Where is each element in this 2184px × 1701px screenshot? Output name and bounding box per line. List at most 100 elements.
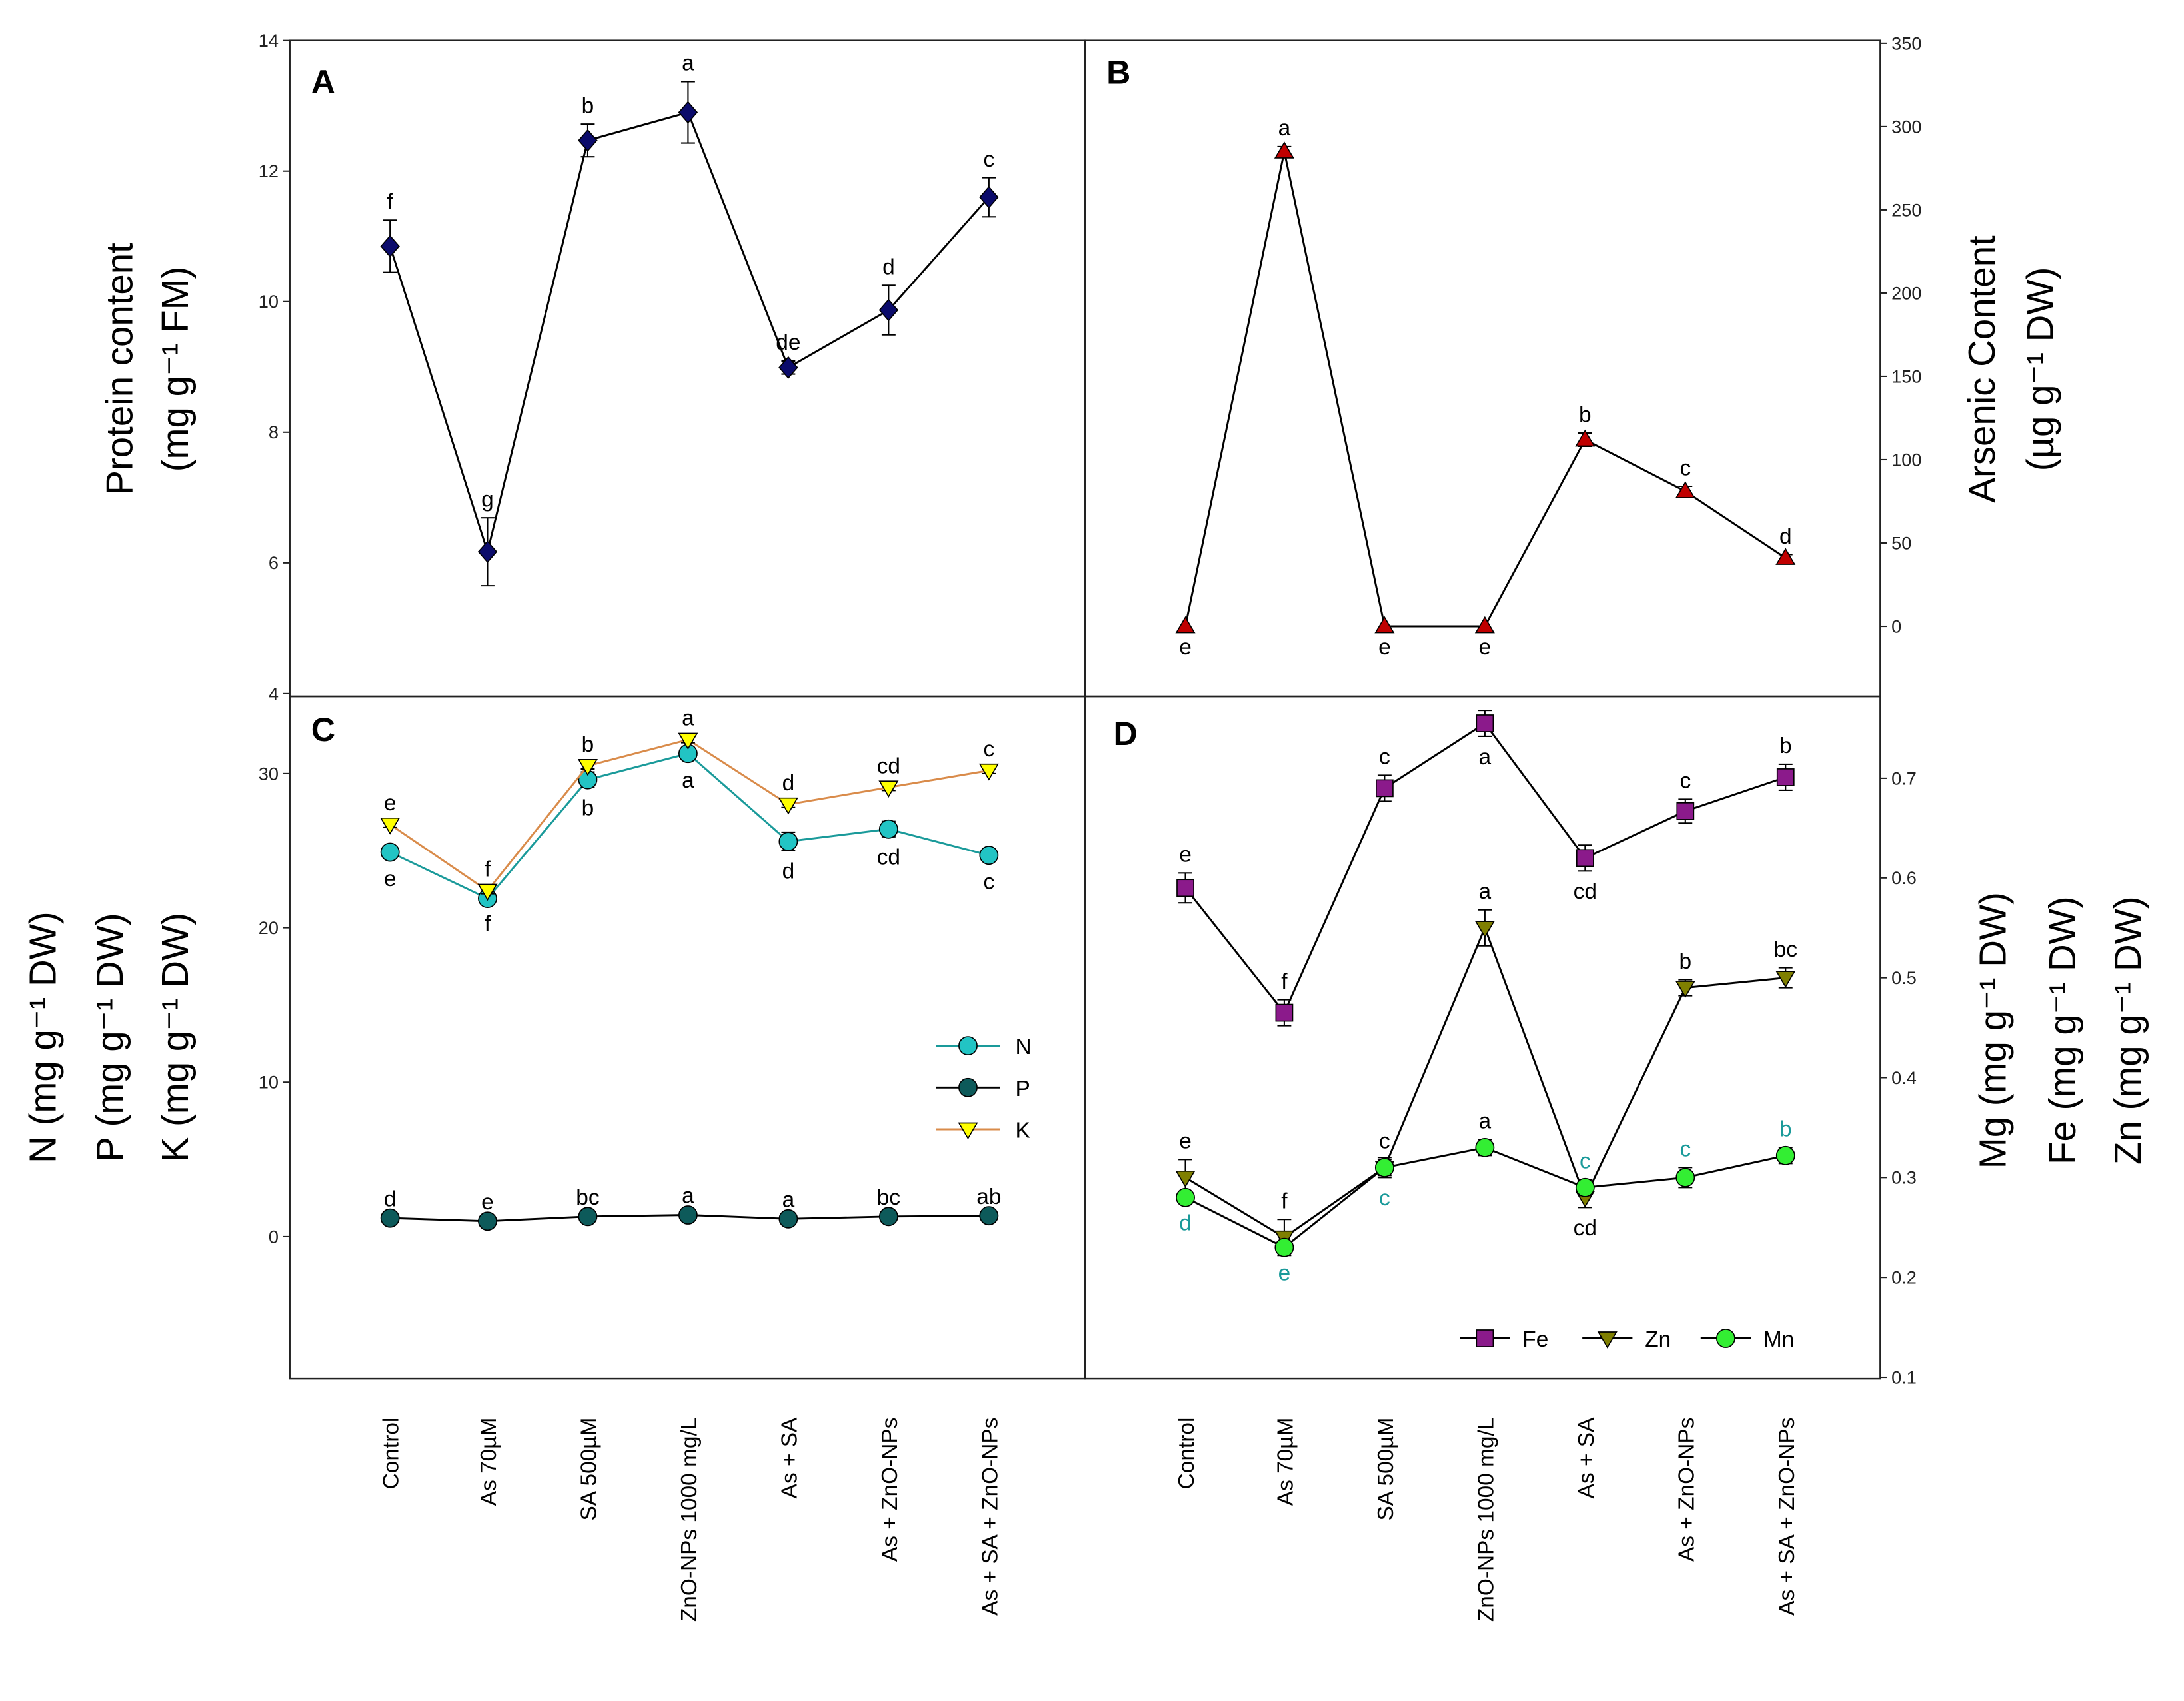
x-tick-label: As + SA bbox=[777, 1417, 802, 1498]
y-tick-label: 0 bbox=[1891, 616, 1901, 636]
legend-label: Zn bbox=[1645, 1327, 1671, 1352]
significance-letter: e bbox=[384, 791, 397, 816]
data-point-mn bbox=[1775, 1145, 1795, 1165]
significance-letter: d bbox=[1779, 524, 1792, 549]
data-point-n bbox=[778, 832, 798, 851]
significance-letter: e bbox=[1179, 1129, 1192, 1154]
series-mn: d e c a c c b bbox=[1176, 1109, 1795, 1286]
data-point-fe bbox=[1275, 1003, 1294, 1022]
y-tick-label: 350 bbox=[1891, 33, 1921, 53]
y-tick-label: 150 bbox=[1891, 366, 1921, 386]
significance-letter: b bbox=[1579, 402, 1592, 427]
significance-letter: b bbox=[582, 796, 594, 821]
significance-letter: cd bbox=[877, 846, 900, 870]
legend-label: Mn bbox=[1763, 1327, 1794, 1352]
legend-marker-p bbox=[958, 1077, 978, 1097]
data-point-protein bbox=[878, 298, 899, 322]
significance-letter: c bbox=[983, 737, 994, 762]
significance-letter: a bbox=[682, 51, 694, 76]
significance-letter: f bbox=[387, 190, 394, 215]
y-tick-label: 50 bbox=[1891, 532, 1911, 553]
y-axis-label: K (mg g⁻¹ DW) bbox=[154, 913, 196, 1162]
x-tick-label: SA 500µM bbox=[1374, 1418, 1398, 1521]
series-k: e f b a d cd c bbox=[380, 706, 999, 901]
data-point-fe bbox=[1176, 879, 1194, 897]
significance-letter: a bbox=[682, 768, 694, 793]
data-point-k bbox=[678, 732, 698, 750]
legend-label: K bbox=[1016, 1119, 1030, 1143]
data-point-as bbox=[1575, 429, 1596, 447]
y-tick-label: 0.5 bbox=[1891, 967, 1917, 988]
significance-letter: a bbox=[1278, 116, 1291, 141]
data-point-mn bbox=[1575, 1177, 1595, 1197]
data-point-zn bbox=[1474, 921, 1495, 938]
data-point-zn bbox=[1675, 981, 1695, 998]
y-tick-label: 10 bbox=[259, 291, 279, 312]
panel-b: 0 50 100 150 200 250 300 350 B Arsenic Content (µg… bbox=[1084, 33, 2061, 698]
significance-letter: d bbox=[882, 255, 895, 280]
y-axis-label: Mg (mg g⁻¹ DW) bbox=[1971, 892, 2013, 1169]
legend-item-n: N bbox=[936, 1035, 1032, 1059]
legend-item-mn: Mn bbox=[1700, 1327, 1794, 1352]
data-point-p bbox=[578, 1207, 598, 1227]
data-point-protein bbox=[778, 356, 798, 379]
data-point-mn bbox=[1475, 1137, 1495, 1157]
panel-d-frame bbox=[1084, 695, 1881, 1380]
y-axis-label: P (mg g⁻¹ DW) bbox=[89, 913, 131, 1161]
data-point-mn bbox=[1374, 1157, 1394, 1177]
data-point-as bbox=[1775, 548, 1796, 565]
data-point-zn bbox=[1775, 971, 1796, 988]
significance-letter: c bbox=[1379, 1129, 1390, 1154]
significance-letter: a bbox=[1479, 1109, 1492, 1134]
y-tick-label: 8 bbox=[269, 422, 279, 442]
significance-letter: d bbox=[782, 771, 795, 796]
data-point-zn bbox=[1175, 1170, 1196, 1188]
data-point-k bbox=[978, 763, 999, 781]
y-tick-label: 4 bbox=[269, 683, 279, 704]
data-point-protein bbox=[477, 540, 498, 564]
legend-item-p: P bbox=[936, 1077, 1030, 1101]
y-tick-label: 0.4 bbox=[1891, 1067, 1917, 1088]
significance-letter: bc bbox=[1774, 937, 1797, 962]
significance-letter: c bbox=[983, 147, 994, 172]
significance-letter: c bbox=[1379, 1186, 1390, 1211]
significance-letter: de bbox=[776, 330, 800, 355]
x-axis-labels-left: Control As 70µM SA 500µM ZnO-NPs 1000 mg/L A… bbox=[379, 1417, 1003, 1622]
x-tick-label: ZnO-NPs 1000 mg/L bbox=[1474, 1418, 1498, 1622]
significance-letter: f bbox=[485, 857, 491, 882]
data-point-p bbox=[878, 1207, 898, 1227]
panel-letter: D bbox=[1114, 715, 1138, 752]
x-tick-label: SA 500µM bbox=[576, 1418, 601, 1521]
y-tick-label: 300 bbox=[1891, 116, 1921, 137]
y-axis-label: (mg g⁻¹ FM) bbox=[154, 267, 196, 472]
panel-c: 0 10 20 30 C N (mg g⁻¹ DW) P (mg g⁻¹ DW) K (mg … bbox=[22, 695, 1086, 1380]
significance-letter: a bbox=[682, 1184, 694, 1209]
y-tick-label: 200 bbox=[1891, 283, 1921, 303]
y-tick-label: 20 bbox=[259, 917, 279, 938]
data-point-k bbox=[477, 883, 498, 901]
data-point-fe bbox=[1576, 849, 1594, 867]
y-axis-label: Arsenic Content bbox=[1961, 235, 2003, 503]
significance-letter: c bbox=[1679, 456, 1691, 480]
x-tick-label: As + ZnO-NPs bbox=[1674, 1418, 1699, 1562]
data-point-protein bbox=[678, 101, 698, 124]
significance-letter: c bbox=[983, 870, 994, 895]
significance-letter: e bbox=[1479, 635, 1492, 660]
significance-letter: f bbox=[1281, 1189, 1288, 1214]
data-point-as bbox=[1474, 616, 1495, 634]
legend-label: N bbox=[1016, 1035, 1032, 1059]
data-point-p bbox=[979, 1206, 999, 1226]
data-point-protein bbox=[380, 235, 400, 258]
legend-marker-fe bbox=[1476, 1329, 1494, 1347]
data-point-fe bbox=[1476, 714, 1494, 732]
legend-marker-k bbox=[958, 1122, 978, 1140]
y-tick-label: 250 bbox=[1891, 199, 1921, 220]
y-tick-label: 0 bbox=[269, 1226, 279, 1247]
significance-letter: ab bbox=[976, 1185, 1001, 1209]
y-tick-label: 0.2 bbox=[1891, 1267, 1917, 1288]
significance-letter: cd bbox=[1574, 1216, 1597, 1241]
y-tick-label: 10 bbox=[259, 1072, 279, 1093]
significance-letter: b bbox=[1679, 949, 1692, 974]
series-line-zn bbox=[1184, 925, 1786, 1239]
significance-letter: b bbox=[1779, 734, 1792, 758]
